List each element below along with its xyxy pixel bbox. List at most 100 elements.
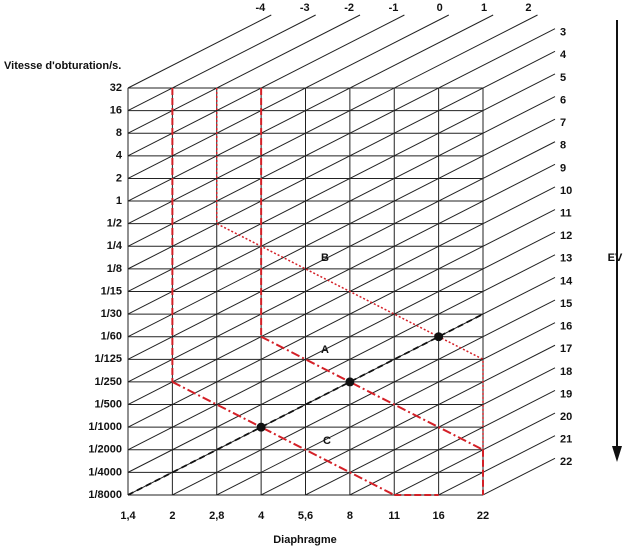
ev-right-label: 6 [560,94,566,106]
aperture-label: 4 [258,510,265,522]
ev-right-label: 9 [560,162,566,174]
ev-line [127,141,556,360]
program-c-line [171,381,395,496]
ev-right-label: 10 [560,185,572,197]
aperture-label: 16 [433,510,445,522]
aperture-label: 11 [388,510,400,522]
shutter-label: 1/30 [101,308,122,320]
ev-line [127,96,556,315]
shutter-label: 1/4000 [88,466,122,478]
ev-top-label: 2 [525,2,531,14]
shutter-label: 1/15 [101,285,122,297]
ev-line [127,276,556,496]
shutter-label: 1/1000 [88,421,122,433]
aperture-label: 22 [477,510,489,522]
ev-line [438,435,556,496]
shutter-label: 1/8000 [88,489,122,501]
ev-line [260,344,556,496]
ev-line [482,457,556,496]
program-label: A [321,344,329,356]
ev-top-label: -3 [300,2,310,14]
ev-right-label: 11 [560,207,572,219]
ev-right-label: 17 [560,343,572,355]
shutter-label: 16 [110,105,122,117]
ev-right-label: 21 [560,434,572,446]
shutter-label: 1 [116,195,122,207]
ev-line [127,163,556,383]
aperture-axis-title: Diaphragme [273,534,337,546]
ev-top-label: 1 [481,2,487,14]
intersection-dot [256,422,266,432]
ev-right-label: 7 [560,117,566,129]
shutter-label: 8 [116,127,122,139]
ev-line [127,50,556,270]
program-label: C [323,435,331,447]
shutter-label: 1/250 [94,376,122,388]
shutter-label: 4 [116,150,123,162]
shutter-label: 1/4 [107,240,123,252]
ev-line [127,14,494,202]
shutter-label: 1/2 [107,218,122,230]
aperture-label: 8 [347,510,353,522]
program-lines [127,88,484,496]
shutter-label: 1/2000 [88,444,122,456]
ev-line [127,14,538,225]
ev-right-label: 18 [560,366,572,378]
ev-right-label: 8 [560,140,566,152]
ev-line [127,118,556,338]
ev-top-label: 0 [437,2,443,14]
labels: -4 -3 -2 -1 0 1 234567891011121314151617181920… [88,2,573,522]
ev-line [216,322,556,496]
ev-right-label: 4 [560,49,567,61]
ev-top-label: -1 [389,2,399,14]
shutter-axis-title: Vitesse d'obturation/s. [4,60,121,72]
shutter-label: 1/500 [94,398,122,410]
ev-line [127,73,556,292]
grid-lines [127,14,556,496]
ev-line [127,28,556,247]
ev-line [305,367,556,496]
intersection-dot [434,332,444,342]
ev-right-label: 15 [560,298,572,310]
ev-line [127,186,556,405]
ev-line [127,14,449,179]
ev-line [127,14,272,89]
ev-right-label: 19 [560,388,572,400]
ev-axis-title: EV [608,252,623,264]
ev-right-label: 12 [560,230,572,242]
shutter-label: 1/125 [94,353,122,365]
ev-right-label: 3 [560,27,566,39]
intersection-dot [345,377,355,387]
shutter-label: 2 [116,172,122,184]
aperture-label: 2 [169,510,175,522]
shutter-label: 1/8 [107,263,122,275]
ev-arrow-head [612,446,622,462]
ev-line [394,412,556,496]
shutter-label: 32 [110,82,122,94]
ev-line [127,14,316,112]
ev-line [127,14,405,157]
ev-right-label: 5 [560,72,566,84]
ev-line [349,390,556,496]
ev-right-label: 16 [560,321,572,333]
ev-line [127,209,556,428]
program-b-line [216,88,484,450]
program-label: B [321,252,329,264]
ev-reference-line [127,313,484,496]
ev-top-label: -4 [255,2,266,14]
ev-right-label: 20 [560,411,572,423]
ev-line [127,231,556,451]
shutter-label: 1/60 [101,331,122,343]
ev-right-label: 13 [560,253,572,265]
ev-line [127,254,556,473]
ev-line [127,14,361,134]
aperture-label: 1,4 [120,510,136,522]
ev-top-label: -2 [344,2,354,14]
ev-line [172,299,556,496]
aperture-label: 2,8 [209,510,224,522]
program-a-line [260,335,484,451]
ev-right-label: 14 [560,275,573,287]
ev-right-label: 22 [560,456,572,468]
aperture-label: 5,6 [298,510,313,522]
